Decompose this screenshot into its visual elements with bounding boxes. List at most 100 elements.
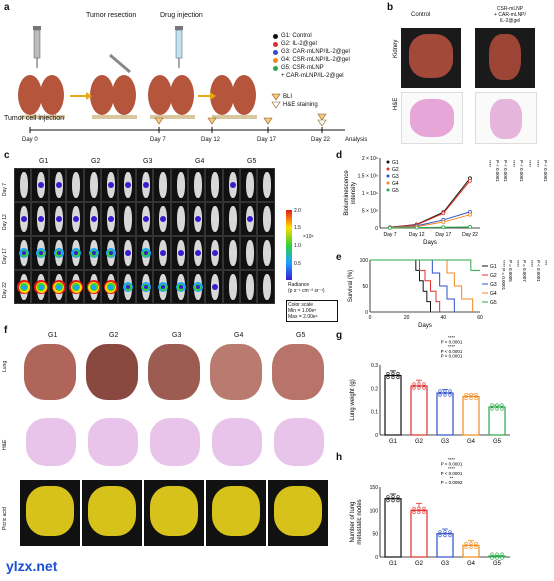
bli-signal-spot (107, 216, 114, 222)
e-y-label: Survival (%) (348, 270, 354, 302)
schematic-illustration (18, 26, 345, 133)
picric-photo-bg (144, 480, 204, 546)
e-y-tick: 100 (360, 258, 369, 264)
bli-mouse-image (48, 168, 67, 202)
lung-photo (86, 344, 138, 400)
bli-signal-spot (126, 285, 131, 289)
g4-legend: G4: CSR-mLNP/IL-2@gel (281, 56, 350, 63)
d-point (468, 212, 472, 217)
bli-mouse-image (48, 270, 67, 304)
h-datapoint (443, 530, 447, 534)
g-annotation: **** (448, 344, 455, 349)
h-x-tick: G5 (493, 561, 502, 567)
bli-signal-spot (38, 182, 45, 188)
bli-mouse-image (83, 236, 101, 270)
g-datapoint (464, 396, 468, 401)
bli-mouse-image (222, 168, 241, 202)
e-survival-curve (370, 259, 474, 312)
bli-mouse-image (153, 202, 171, 236)
h-datapoint (443, 534, 447, 538)
bli-mouse-image (83, 202, 101, 236)
bli-signal-spot (177, 250, 184, 256)
panel-label-h: h (336, 452, 343, 463)
g-y-tick: 0.3 (371, 363, 378, 369)
f-g5: G5 (296, 332, 306, 339)
d-legend-marker (386, 174, 390, 178)
bli-mouse-image (14, 270, 32, 304)
bli-signal-spot (178, 285, 183, 289)
d-x-tick: Day 7 (383, 232, 396, 238)
h-annotation: P < 0.0001 (441, 462, 463, 467)
h-y-label: metastatic nodes (357, 499, 363, 544)
d-annotation: **** (487, 160, 492, 167)
bli-signal-spot (38, 284, 44, 290)
g3-dot (273, 49, 278, 55)
bli-image-grid (14, 168, 275, 304)
h-x-tick: G4 (467, 561, 476, 567)
c-day7: Day 7 (2, 182, 8, 196)
bli-mouse-image (83, 270, 101, 304)
bli-mouse-image (100, 236, 119, 270)
d-point (441, 220, 446, 224)
bli-mouse-image (66, 168, 84, 202)
d-y-tick: 5 × 10⁸ (362, 209, 378, 215)
g-datapoint (464, 392, 468, 397)
panel-label-g: g (336, 330, 343, 341)
g-annotation: P < 0.0001 (441, 349, 463, 354)
g-datapoint (391, 375, 395, 380)
lung-he-section (212, 418, 262, 466)
analysis-label: Analysis (345, 137, 368, 143)
bli-mouse-image (48, 202, 67, 236)
tumor-cell-injection-label: Tumor cell injection (4, 115, 65, 122)
g-datapoint (438, 393, 442, 397)
d-series-line (389, 177, 471, 228)
d-legend-marker (386, 160, 390, 164)
g-datapoint (386, 375, 390, 380)
bli-mouse-image (257, 236, 275, 270)
h-bar (436, 533, 454, 558)
g-datapoint (500, 403, 504, 407)
d-annotation: P < 0.0001 (495, 160, 500, 182)
g5-legend-cont: + CAR-mLNP/IL-2@gel (281, 72, 344, 79)
panel-label-f: f (4, 325, 8, 336)
panel-b: Control CSR-mLNP + CAR-mLNP/ IL-2@gel Ki… (393, 6, 554, 146)
bli-signal-spot (108, 284, 114, 290)
h-datapoint (396, 499, 400, 503)
bli-mouse-image (257, 202, 275, 236)
h-datapoint (412, 506, 416, 510)
bli-mouse-image (153, 236, 171, 270)
g-datapoint (443, 393, 447, 397)
bli-mouse-image (222, 270, 241, 304)
c-day12: Day 12 (2, 214, 8, 230)
f-g4: G4 (234, 332, 244, 339)
g-datapoint (422, 382, 426, 386)
h-datapoint (495, 556, 499, 560)
lung-photo (272, 344, 324, 400)
g-datapoint (469, 396, 473, 401)
g1-dot (273, 33, 278, 39)
d-y-tick: 0 (375, 226, 378, 232)
d-legend-text: G1 (392, 160, 399, 166)
panel-a-schematic: Tumor resection Drug injection Tumor cel… (0, 0, 380, 150)
bli-mouse-image (100, 202, 119, 236)
e-x-tick: 0 (369, 315, 372, 321)
h-datapoint (386, 495, 390, 499)
bli-signal-spot (160, 216, 167, 222)
day7-label: Day 7 (150, 137, 166, 143)
e-survival-curve (370, 259, 441, 312)
d-legend-marker (386, 188, 390, 192)
d-point (388, 225, 392, 230)
picric-lung (212, 486, 260, 536)
e-x-tick: 40 (441, 315, 447, 321)
h-y-tick: 150 (370, 485, 379, 491)
g-x-tick: G2 (415, 439, 424, 445)
g-datapoint (469, 392, 473, 397)
chart-e-survival: 0 50 100 0 20 40 60 Days Survival (%) G1 G2 G3 G4 G5 *… (348, 258, 548, 329)
bli-signal-spot (125, 182, 132, 188)
bli-signal-spot (194, 250, 201, 256)
d-annotation: P < 0.0001 (519, 160, 524, 182)
picric-acid-row (20, 480, 332, 548)
picric-lung (150, 486, 198, 536)
bli-signal-spot (91, 251, 96, 255)
